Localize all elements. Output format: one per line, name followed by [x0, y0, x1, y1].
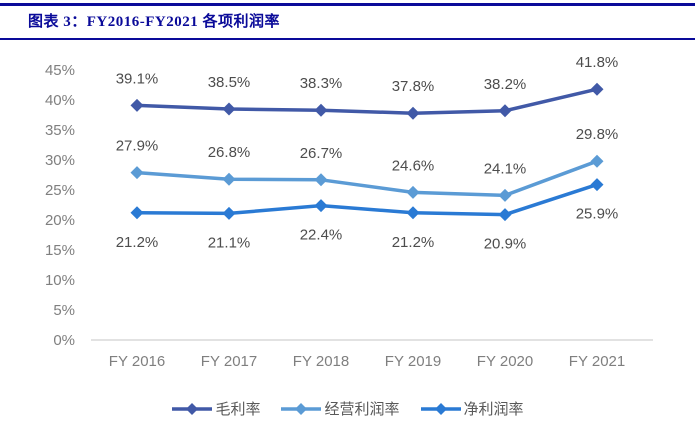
y-axis-tick-label: 45% — [45, 62, 75, 79]
y-axis-tick-label: 35% — [45, 122, 75, 139]
series-line — [135, 159, 599, 198]
data-label: 26.8% — [208, 144, 251, 161]
figure-header: 图表 3：FY2016-FY2021 各项利润率 — [0, 3, 695, 40]
data-point-marker — [590, 178, 604, 192]
data-point-marker — [590, 154, 604, 168]
legend-line-marker-icon — [172, 402, 213, 415]
data-label: 27.9% — [116, 138, 159, 155]
data-point-marker — [406, 185, 420, 199]
legend-item: 经营利润率 — [280, 398, 400, 419]
data-label: 38.3% — [300, 75, 343, 92]
data-point-marker — [498, 104, 512, 118]
y-axis-tick-label: 15% — [45, 242, 75, 259]
y-axis-tick-label: 0% — [53, 332, 75, 349]
series-line — [135, 87, 599, 115]
data-point-marker — [498, 208, 512, 222]
header-bottom-rule — [0, 38, 695, 40]
data-point-marker — [222, 206, 236, 220]
data-label: 37.8% — [392, 78, 435, 95]
legend-label: 净利润率 — [463, 401, 524, 418]
x-axis-tick-label: FY 2017 — [201, 353, 257, 370]
data-label: 20.9% — [484, 236, 527, 253]
data-point-marker — [498, 188, 512, 202]
legend-item: 毛利率 — [171, 398, 260, 419]
data-point-marker — [314, 103, 328, 117]
series-line — [135, 182, 599, 217]
data-label: 26.7% — [300, 145, 343, 162]
data-point-marker — [590, 82, 604, 96]
data-point-marker — [130, 206, 144, 220]
data-point-marker — [222, 172, 236, 186]
data-label: 24.1% — [484, 160, 527, 177]
data-label: 21.1% — [208, 234, 251, 251]
legend-label: 经营利润率 — [324, 401, 400, 418]
data-point-marker — [314, 173, 328, 187]
data-label: 38.5% — [208, 74, 251, 91]
data-label: 25.9% — [576, 206, 619, 223]
y-axis-tick-label: 25% — [45, 182, 75, 199]
data-point-marker — [406, 106, 420, 120]
x-axis-tick-label: FY 2018 — [293, 353, 349, 370]
data-point-marker — [314, 199, 328, 213]
data-label: 39.1% — [116, 70, 159, 87]
x-axis-tick-label: FY 2019 — [385, 353, 441, 370]
x-axis-tick-label: FY 2021 — [569, 353, 625, 370]
legend-line-marker-icon — [281, 402, 322, 415]
y-axis-tick-label: 40% — [45, 92, 75, 109]
data-point-marker — [406, 206, 420, 220]
y-axis-tick-label: 20% — [45, 212, 75, 229]
data-label: 29.8% — [576, 126, 619, 143]
data-label: 41.8% — [576, 54, 619, 71]
y-axis-tick-label: 5% — [53, 302, 75, 319]
figure-title: 图表 3：FY2016-FY2021 各项利润率 — [28, 14, 280, 30]
legend-item: 净利润率 — [420, 398, 524, 419]
x-axis-tick-label: FY 2016 — [109, 353, 165, 370]
data-label: 21.2% — [116, 234, 159, 251]
data-label: 38.2% — [484, 76, 527, 93]
x-axis-tick-label: FY 2020 — [477, 353, 533, 370]
data-point-marker — [130, 98, 144, 112]
chart-legend: 毛利率 经营利润率 净利润率 — [0, 398, 695, 419]
data-label: 21.2% — [392, 234, 435, 251]
legend-line-marker-icon — [420, 402, 461, 415]
data-label: 22.4% — [300, 227, 343, 244]
line-chart: 0% 5% 10% 15% 20% 25% 30% 35% 40% 45% FY 2016 FY 20… — [45, 54, 653, 370]
data-point-marker — [130, 166, 144, 180]
legend-label: 毛利率 — [215, 401, 261, 418]
y-axis-tick-label: 10% — [45, 272, 75, 289]
header-top-rule — [0, 3, 695, 6]
data-label: 24.6% — [392, 157, 435, 174]
data-point-marker — [222, 102, 236, 116]
y-axis-tick-label: 30% — [45, 152, 75, 169]
